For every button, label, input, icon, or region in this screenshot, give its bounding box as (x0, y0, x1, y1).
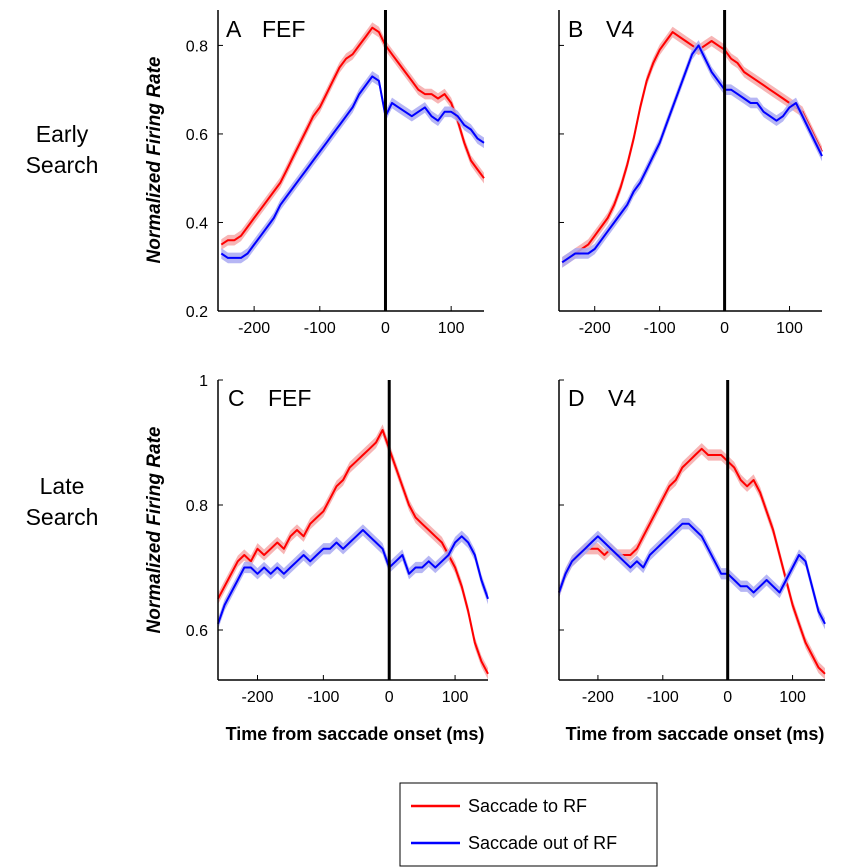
panel-d-line-to-rf (558, 447, 826, 675)
panel-d-xtick-label: -100 (647, 689, 679, 706)
panel-a-line-to-rf (220, 26, 485, 246)
panel-b-axes: -200 -100 0 100 (558, 10, 822, 337)
panel-b-letter: B (568, 16, 583, 42)
panel-c-axes: -200 -100 0 100 0.6 0.8 1 (186, 373, 488, 706)
panel-c-band-to-rf (218, 424, 488, 680)
legend-label-out-rf: Saccade out of RF (468, 833, 617, 853)
panel-c-title: FEF (268, 385, 311, 411)
panel-d-series (558, 443, 826, 680)
panel-d-letter: D (568, 385, 585, 411)
panel-b-band-out-rf (562, 40, 822, 268)
panel-c-band-out-rf (218, 524, 488, 630)
panel-c-letter: C (228, 385, 245, 411)
panel-b-xtick-label: -100 (644, 320, 676, 337)
panel-d-xtick-label: -200 (582, 689, 614, 706)
panel-a-ytick-label: 0.8 (186, 38, 208, 55)
panel-c-ytick-label: 0.8 (186, 498, 208, 515)
panel-a-xtick-label: 0 (381, 320, 390, 337)
panel-d-line-out-rf (558, 522, 826, 625)
panel-b-xtick-label: -200 (579, 320, 611, 337)
panel-a-series (220, 22, 485, 264)
legend-label-to-rf: Saccade to RF (468, 796, 587, 816)
panel-a-ytick-label: 0.6 (186, 127, 208, 144)
panel-a-xtick-label: -200 (238, 320, 270, 337)
panel-d-xtick-label: 0 (723, 689, 732, 706)
panel-a-axes: -200 -100 0 100 0.2 0.4 0.6 0.8 (186, 10, 484, 337)
legend-box (399, 782, 658, 867)
panel-d: -200 -100 0 100 D V4 Time from saccade onse… (558, 379, 826, 744)
panel-d-axes: -200 -100 0 100 (558, 379, 825, 706)
panel-c-ytick-label: 1 (199, 373, 208, 390)
panel-a-xtick-label: -100 (304, 320, 336, 337)
panel-a-band-out-rf (221, 71, 485, 264)
panel-d-band-to-rf (559, 443, 825, 680)
panel-c-ylabel: Normalized Firing Rate (144, 426, 165, 633)
row-label-late-line1: Late (40, 473, 85, 499)
panel-c-ytick-label: 0.6 (186, 623, 208, 640)
panel-c-xtick-label: -100 (307, 689, 339, 706)
panel-b-title: V4 (606, 16, 634, 42)
panel-b-xtick-label: 100 (776, 320, 803, 337)
panel-a-xtick-label: 100 (438, 320, 465, 337)
panel-d-xlabel: Time from saccade onset (ms) (566, 724, 825, 744)
panel-b: -200 -100 0 100 B V4 (558, 10, 823, 337)
panel-a-ytick-label: 0.2 (186, 304, 208, 321)
panel-b-line-to-rf (561, 31, 823, 264)
panel-c-xtick-label: -200 (241, 689, 273, 706)
panel-a-band-to-rf (221, 22, 485, 250)
panel-b-xtick-label: 0 (720, 320, 729, 337)
panel-c-xtick-label: 0 (385, 689, 394, 706)
panel-c-xtick-label: 100 (442, 689, 469, 706)
row-label-early: Early Search (26, 121, 99, 178)
panel-c-series (217, 424, 489, 680)
panel-a-letter: A (226, 16, 242, 42)
panel-d-xtick-label: 100 (779, 689, 806, 706)
panel-b-band-to-rf (562, 26, 822, 268)
panel-a: Normalized Firing Rate -200 -100 0 100 0.2 0.… (144, 10, 485, 337)
panel-a-ytick-label: 0.4 (186, 215, 208, 232)
legend: Saccade to RF Saccade out of RF (399, 782, 658, 867)
panel-c: Normalized Firing Rate -200 -100 0 100 0.6 0.… (144, 373, 489, 744)
panel-b-line-out-rf (561, 44, 823, 264)
panel-a-ylabel: Normalized Firing Rate (144, 56, 165, 263)
panel-c-xlabel: Time from saccade onset (ms) (226, 724, 485, 744)
panel-b-series (561, 26, 823, 268)
panel-c-line-out-rf (217, 529, 489, 625)
panel-a-line-out-rf (220, 75, 485, 259)
row-label-early-line2: Search (26, 152, 99, 178)
row-label-late: Late Search (26, 473, 99, 530)
panel-c-line-to-rf (217, 429, 489, 675)
panel-a-title: FEF (262, 16, 305, 42)
row-label-late-line2: Search (26, 504, 99, 530)
panel-d-title: V4 (608, 385, 636, 411)
row-label-early-line1: Early (36, 121, 89, 147)
